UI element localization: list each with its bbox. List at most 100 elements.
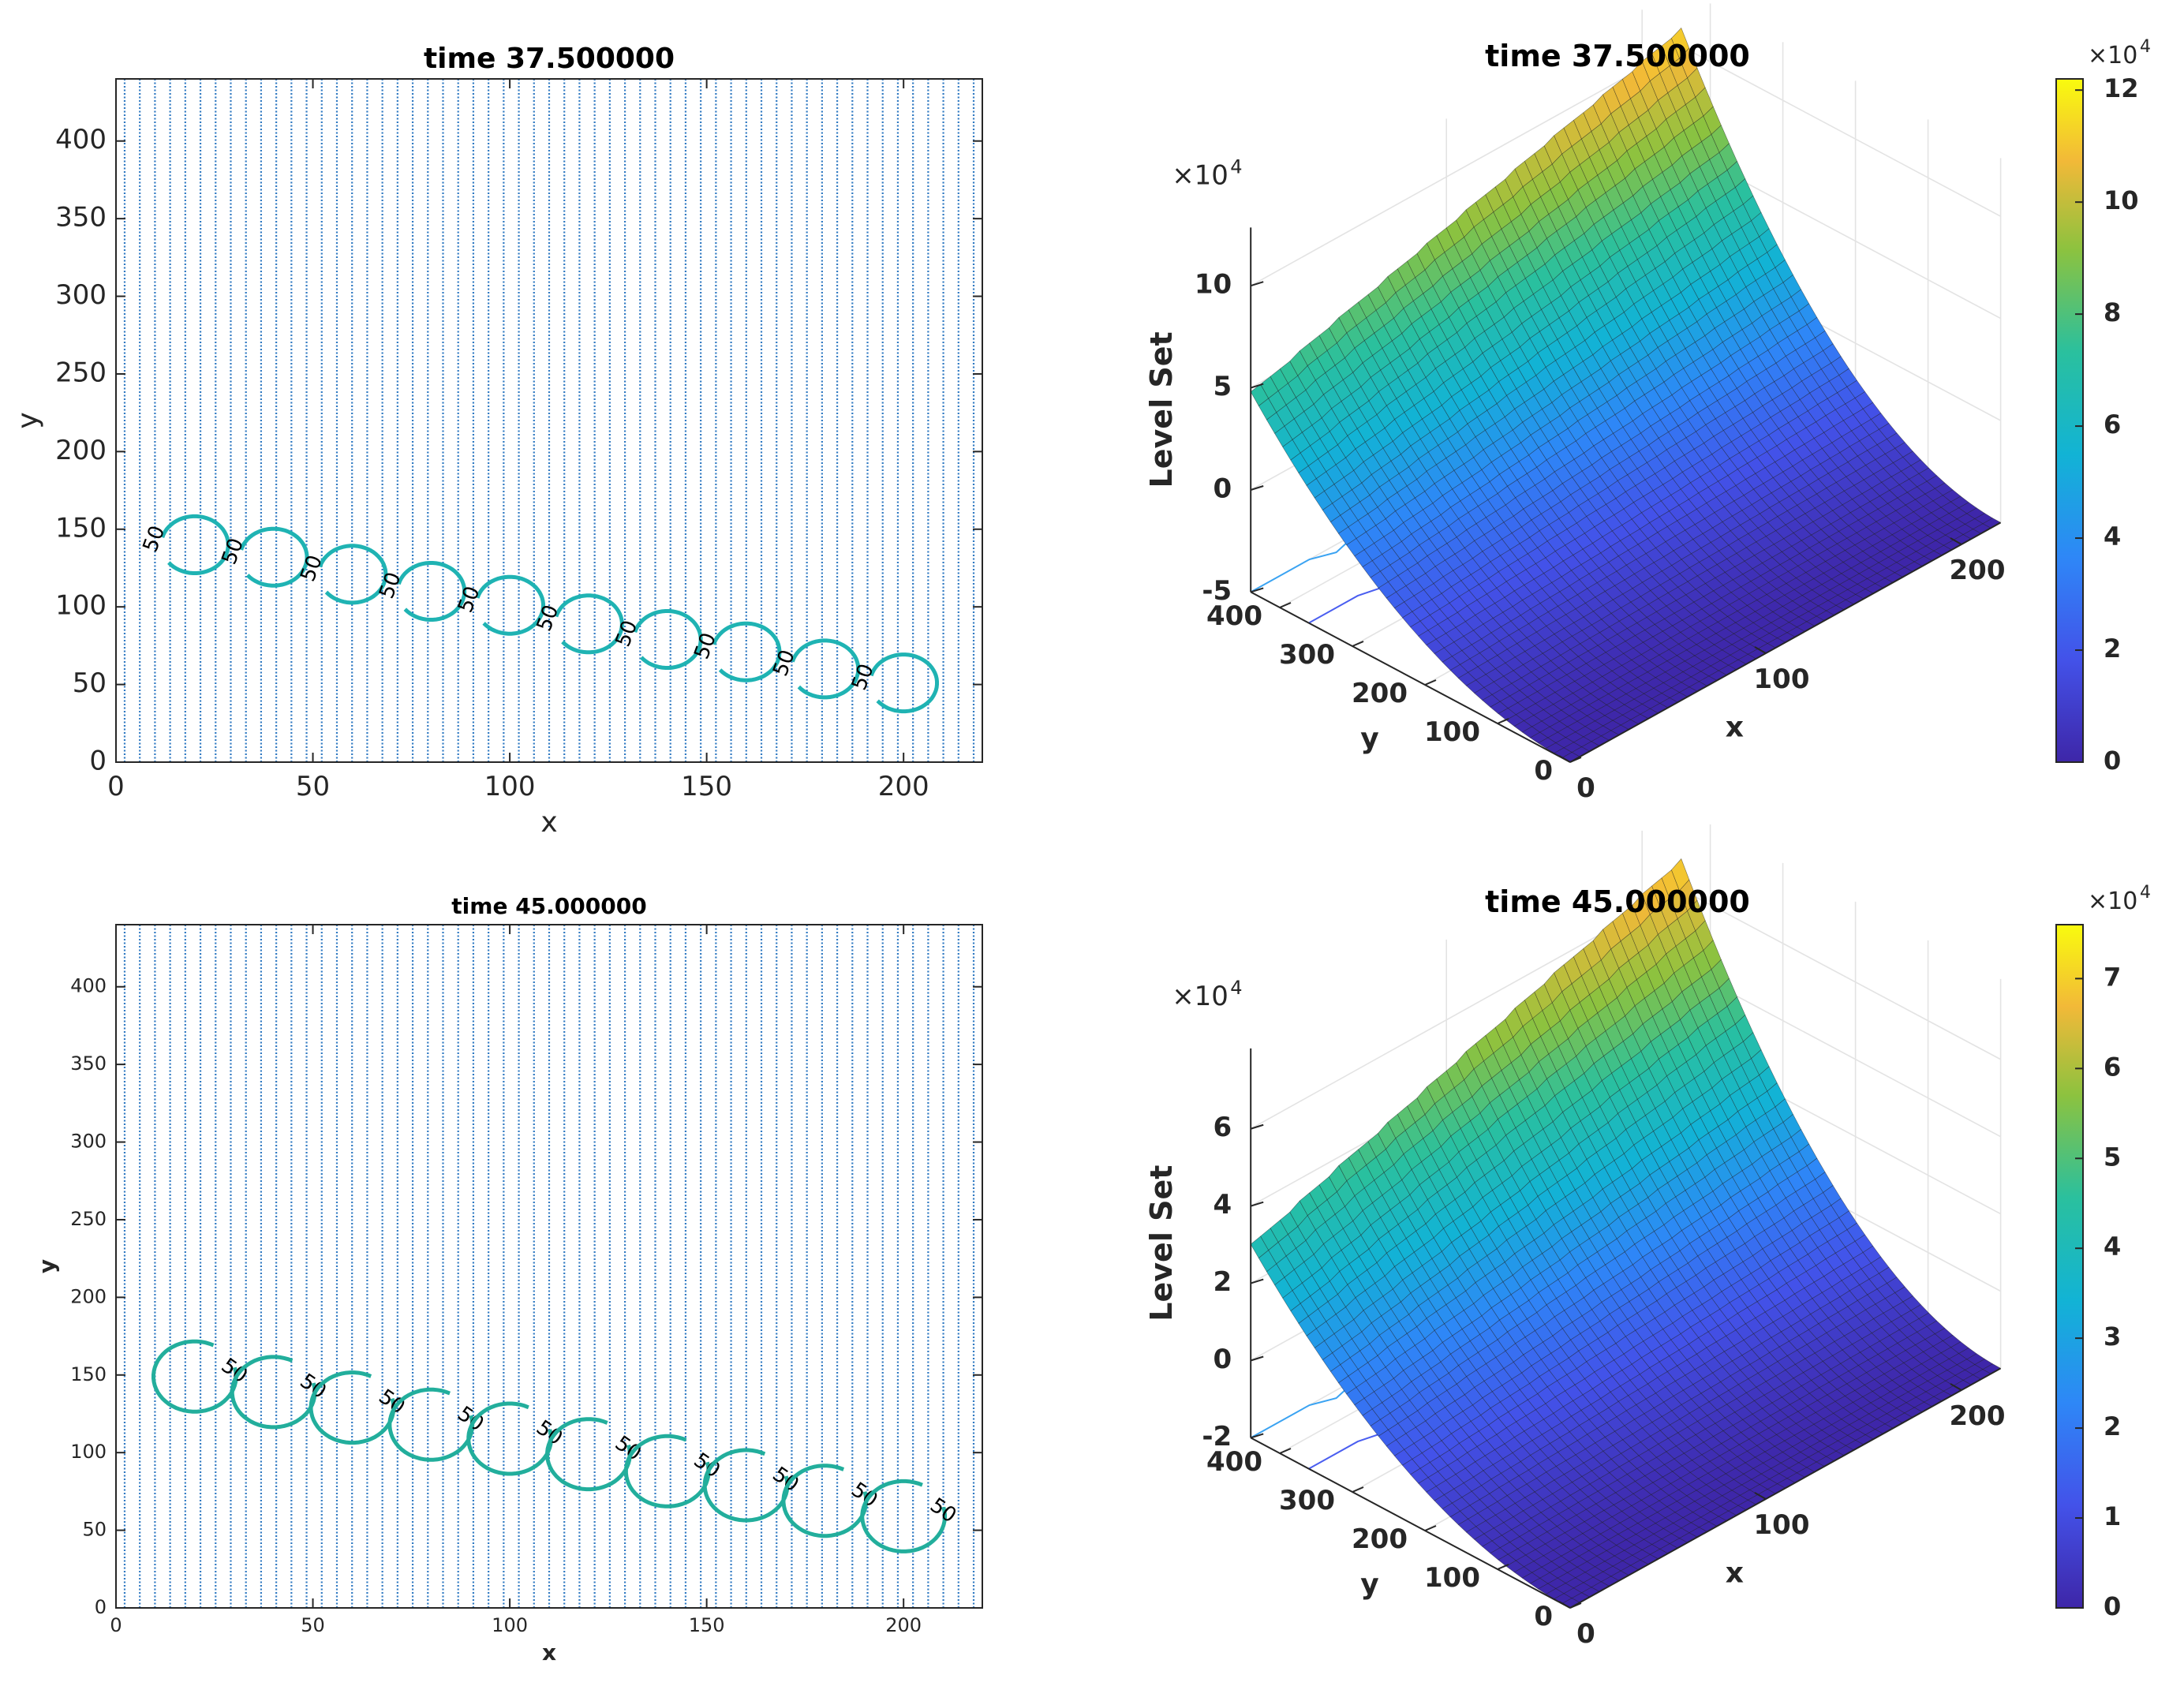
colorbar-tick-label: 4: [2104, 522, 2121, 551]
z-tick: [1250, 1201, 1264, 1207]
contour-line-3: [309, 1370, 396, 1445]
contour-line-1: [151, 1339, 238, 1414]
y-tick-label: 200: [55, 435, 107, 466]
y-tick-label: 0: [1534, 755, 1553, 787]
y-axis-label: y: [1360, 1568, 1378, 1601]
y-tick: [1279, 1448, 1292, 1454]
y-tick: [1279, 602, 1292, 608]
chart-title: time 45.000000: [451, 893, 646, 919]
field-lines: [123, 925, 975, 1608]
x-tick: [1950, 1383, 1962, 1391]
z-tick-label: 2: [1214, 1266, 1232, 1298]
y-tick-label: 400: [1206, 1446, 1262, 1478]
z-tick: [1250, 281, 1264, 287]
x-tick-label: 0: [110, 1614, 122, 1636]
y-tick: [1497, 718, 1509, 724]
y-tick-label: 300: [1279, 639, 1335, 671]
y-tick-label: 200: [1352, 678, 1408, 709]
y-tick-label: 100: [1424, 1562, 1480, 1594]
z-axis-label: Level Set: [1144, 331, 1179, 488]
y-axis-label: y: [12, 412, 44, 428]
contour-line-6: [545, 1417, 632, 1492]
y-tick-label: 0: [1534, 1601, 1553, 1632]
x-tick-label: 0: [1576, 772, 1595, 804]
z-tick: [1250, 1433, 1264, 1439]
y-tick-label: 300: [1279, 1485, 1335, 1516]
contour-line-2: [230, 1355, 317, 1430]
x-axis-label: x: [542, 1639, 556, 1665]
x-tick: [1754, 1492, 1767, 1500]
z-tick: [1250, 1278, 1264, 1284]
contour-line-1: [160, 514, 230, 575]
contour-line-8: [712, 621, 782, 682]
contour-line-5: [475, 574, 545, 636]
z-tick-label: 0: [1214, 473, 1232, 504]
y-tick: [1352, 641, 1364, 647]
contour-line-3: [318, 544, 388, 605]
chart-title: time 37.500000: [1485, 39, 1750, 73]
z-tick-label: 6: [1214, 1112, 1232, 1143]
x-tick-label: 50: [301, 1614, 325, 1636]
y-tick-label: 350: [55, 202, 107, 234]
z-tick: [1250, 1355, 1264, 1362]
colorbar-tick-label: 12: [2104, 73, 2139, 103]
x-tick-label: 0: [1576, 1618, 1595, 1650]
y-tick: [1352, 1486, 1364, 1493]
z-tick: [1250, 383, 1264, 389]
colorbar-tick-label: 10: [2104, 185, 2139, 215]
y-tick-label: 0: [89, 746, 107, 777]
x-axis-label: x: [540, 806, 557, 839]
contour-line-2: [239, 526, 309, 588]
contour-line-4: [396, 561, 467, 622]
contour-line-7: [623, 1434, 711, 1508]
colorbar: [2055, 78, 2084, 763]
surface-mesh: [1250, 858, 2002, 1609]
contour-line-6: [554, 593, 624, 655]
y-axis-line: [1250, 591, 1571, 763]
colorbar-tick-label: 2: [2104, 1411, 2121, 1441]
contour-line-7: [633, 609, 703, 670]
x-axis-line: [1569, 522, 2002, 763]
x-tick-label: 0: [107, 771, 125, 802]
contour-line-4: [387, 1387, 475, 1462]
y-axis-label: y: [1360, 723, 1378, 755]
contour-line-9: [781, 1464, 869, 1538]
x-tick-label: 50: [296, 771, 330, 802]
x-tick-label: 200: [885, 1614, 922, 1636]
z-multiplier-exp: 4: [1230, 155, 1242, 178]
contour-line-5: [466, 1401, 553, 1476]
colorbar-tick-label: 5: [2104, 1142, 2121, 1172]
colorbar-tick-label: 4: [2104, 1232, 2121, 1262]
z-axis-label: Level Set: [1144, 1165, 1179, 1322]
y-tick-label: 100: [70, 1441, 107, 1463]
x-tick-label: 100: [484, 771, 536, 802]
field-lines: [123, 79, 975, 762]
y-tick-label: 300: [55, 279, 107, 311]
colorbar-tick-label: 0: [2104, 1591, 2121, 1621]
y-tick-label: 400: [1206, 600, 1262, 632]
colorbar-multiplier: ×10: [2088, 888, 2137, 915]
colorbar-tick-label: 1: [2104, 1501, 2121, 1531]
z-tick: [1250, 485, 1264, 491]
x-tick: [1950, 537, 1962, 545]
x-tick: [1558, 755, 1571, 763]
chart-title: time 37.500000: [424, 43, 675, 75]
y-tick-label: 300: [70, 1131, 107, 1153]
y-tick-label: 200: [1352, 1523, 1408, 1555]
x-tick-label: 100: [1754, 1509, 1810, 1541]
colorbar-tick-label: 2: [2104, 634, 2121, 664]
x-tick-label: 100: [1754, 664, 1810, 695]
y-tick-label: 150: [70, 1363, 107, 1385]
y-tick-label: 250: [70, 1208, 107, 1230]
y-tick: [1424, 1525, 1437, 1531]
x-tick: [1754, 646, 1767, 654]
colorbar-multiplier-exp: 4: [2140, 37, 2151, 57]
y-tick-label: 400: [55, 124, 107, 155]
axes-box: [115, 924, 983, 1609]
z-tick-label: -5: [1202, 575, 1232, 607]
x-axis-line: [1569, 1367, 2002, 1609]
x-tick-label: 200: [1950, 1400, 2006, 1432]
